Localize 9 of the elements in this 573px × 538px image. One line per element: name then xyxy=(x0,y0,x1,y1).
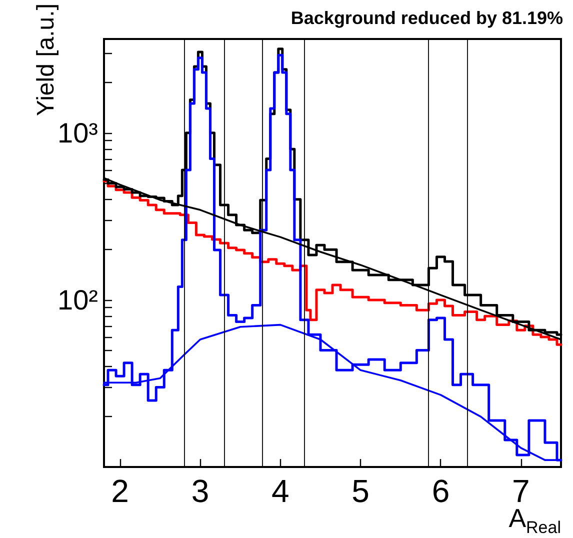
x-tick-label: 5 xyxy=(352,473,370,509)
x-tick-label: 6 xyxy=(432,473,450,509)
x-tick-label: 4 xyxy=(271,473,290,509)
y-tick-label: 10² xyxy=(58,284,98,316)
x-tick-label: 3 xyxy=(191,473,210,509)
chart-title: Background reduced by 81.19% xyxy=(290,8,563,28)
x-tick-label: 2 xyxy=(111,473,129,509)
y-axis-title: Yield [a.u.] xyxy=(32,4,60,116)
y-tick-label: 10³ xyxy=(58,117,98,148)
